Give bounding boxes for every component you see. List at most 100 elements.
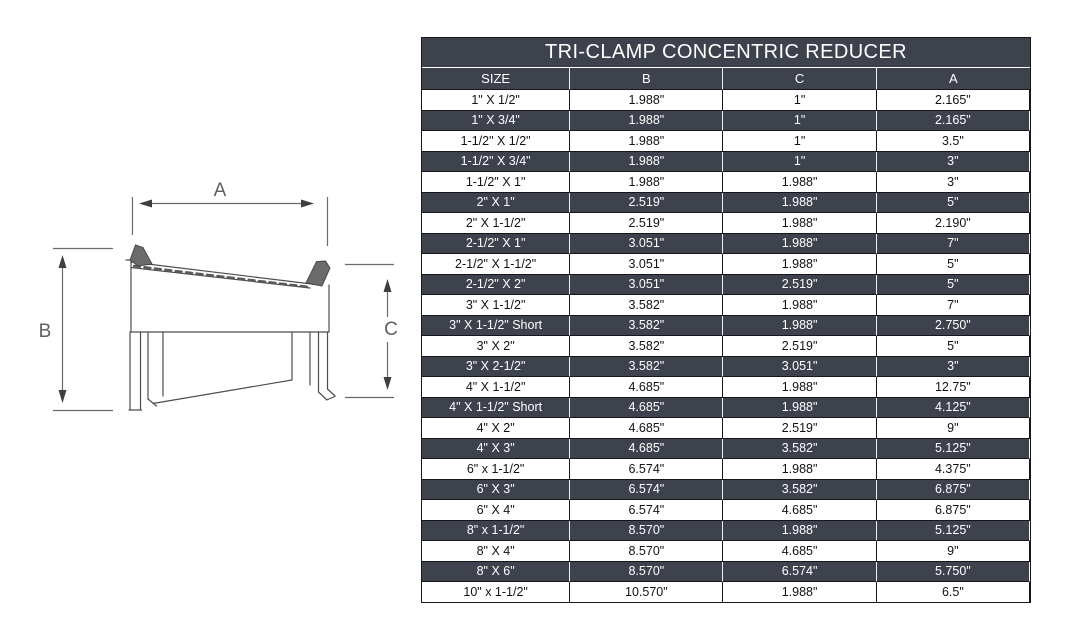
table-row: 8" X 4" 8.570" 4.685" 9" <box>422 541 1030 562</box>
table-cell-size: 4" X 2" <box>422 418 571 439</box>
dim-c-arrowhead-bottom <box>383 377 392 390</box>
table-cell-b: 3.582" <box>570 295 724 316</box>
table-cell-c: 2.519" <box>723 336 877 357</box>
table-cell-a: 5" <box>876 336 1030 357</box>
table-cell-a: 9" <box>876 541 1030 562</box>
table-cell-b: 8.570" <box>570 520 724 541</box>
table-cell-size: 2-1/2" X 2" <box>422 274 571 295</box>
table-cell-b: 10.570" <box>570 582 724 602</box>
table-cell-b: 3.582" <box>570 336 724 357</box>
table-row: 6" X 4" 6.574" 4.685" 6.875" <box>422 500 1030 521</box>
fitting-wall-hatch <box>132 264 311 289</box>
table-cell-size: 2" X 1-1/2" <box>422 213 571 234</box>
table-cell-a: 7" <box>876 295 1030 316</box>
fitting-outline <box>125 259 336 411</box>
table-cell-a: 2.165" <box>876 90 1030 111</box>
table-cell-b: 4.685" <box>570 377 724 398</box>
table-row: 2" X 1-1/2" 2.519" 1.988" 2.190" <box>422 213 1030 234</box>
table-cell-b: 1.988" <box>570 131 724 152</box>
table-cell-c: 1.988" <box>723 233 877 254</box>
dim-c-arrowhead-top <box>383 279 392 292</box>
column-header-b: B <box>570 68 724 90</box>
table-cell-a: 6.875" <box>876 479 1030 500</box>
table-cell-c: 1.988" <box>723 213 877 234</box>
table-cell-a: 2.190" <box>876 213 1030 234</box>
table-cell-c: 1.988" <box>723 254 877 275</box>
right-ferrule-flare-1 <box>317 391 328 401</box>
table-cell-a: 5" <box>876 274 1030 295</box>
table-cell-b: 6.574" <box>570 479 724 500</box>
table-cell-b: 3.051" <box>570 254 724 275</box>
table-cell-c: 2.519" <box>723 418 877 439</box>
table-cell-c: 3.582" <box>723 479 877 500</box>
table-row: 3" X 1-1/2" Short 3.582" 1.988" 2.750" <box>422 315 1030 336</box>
table-cell-b: 3.582" <box>570 315 724 336</box>
table-row: 1-1/2" X 3/4" 1.988" 1" 3" <box>422 151 1030 172</box>
table-cell-size: 1-1/2" X 1/2" <box>422 131 571 152</box>
table-cell-c: 1" <box>723 151 877 172</box>
table-cell-size: 8" X 6" <box>422 561 571 582</box>
table-row: 4" X 1-1/2" 4.685" 1.988" 12.75" <box>422 377 1030 398</box>
table-cell-size: 3" X 1-1/2" Short <box>422 315 571 336</box>
table-cell-size: 6" x 1-1/2" <box>422 459 571 480</box>
table-cell-b: 4.685" <box>570 438 724 459</box>
table-row: 6" x 1-1/2" 6.574" 1.988" 4.375" <box>422 459 1030 480</box>
table-cell-a: 3" <box>876 151 1030 172</box>
column-header-size: SIZE <box>422 68 571 90</box>
table-cell-c: 1.988" <box>723 397 877 418</box>
dimension-a <box>131 197 329 246</box>
table-cell-size: 1" X 3/4" <box>422 110 571 131</box>
table-cell-size: 4" X 1-1/2" <box>422 377 571 398</box>
table-cell-b: 8.570" <box>570 541 724 562</box>
table-row: 1" X 3/4" 1.988" 1" 2.165" <box>422 110 1030 131</box>
table-cell-b: 6.574" <box>570 500 724 521</box>
dim-a-arrowhead-right <box>301 199 314 208</box>
table-cell-b: 2.519" <box>570 213 724 234</box>
title-row: TRI-CLAMP CONCENTRIC REDUCER <box>422 38 1030 68</box>
table-row: 2-1/2" X 1-1/2" 3.051" 1.988" 5" <box>422 254 1030 275</box>
table-cell-c: 1.988" <box>723 520 877 541</box>
left-flange-tab <box>129 244 153 267</box>
table-row: 10" x 1-1/2" 10.570" 1.988" 6.5" <box>422 582 1030 602</box>
table-row: 2" X 1" 2.519" 1.988" 5" <box>422 192 1030 213</box>
table-cell-size: 3" X 2-1/2" <box>422 356 571 377</box>
table-cell-size: 6" X 3" <box>422 479 571 500</box>
column-header-c: C <box>723 68 877 90</box>
column-header-a: A <box>876 68 1030 90</box>
table-cell-b: 1.988" <box>570 172 724 193</box>
table-title: TRI-CLAMP CONCENTRIC REDUCER <box>422 38 1030 68</box>
table-row: 4" X 3" 4.685" 3.582" 5.125" <box>422 438 1030 459</box>
table-cell-c: 3.582" <box>723 438 877 459</box>
table-cell-size: 2-1/2" X 1" <box>422 233 571 254</box>
dimension-c <box>345 263 394 399</box>
table-cell-b: 8.570" <box>570 561 724 582</box>
table-cell-c: 1.988" <box>723 582 877 602</box>
table-cell-c: 1" <box>723 110 877 131</box>
table-row: 1-1/2" X 1/2" 1.988" 1" 3.5" <box>422 131 1030 152</box>
cone-bottom-edge <box>152 379 293 405</box>
table-cell-size: 8" X 4" <box>422 541 571 562</box>
table-row: 3" X 2-1/2" 3.582" 3.051" 3" <box>422 356 1030 377</box>
table-cell-b: 6.574" <box>570 459 724 480</box>
table-cell-b: 2.519" <box>570 192 724 213</box>
table-cell-a: 3" <box>876 356 1030 377</box>
table-cell-a: 4.375" <box>876 459 1030 480</box>
table-cell-a: 3.5" <box>876 131 1030 152</box>
table-row: 3" X 2" 3.582" 2.519" 5" <box>422 336 1030 357</box>
dim-a-arrowhead-left <box>139 199 152 208</box>
table-cell-a: 9" <box>876 418 1030 439</box>
table-cell-c: 1" <box>723 90 877 111</box>
table-cell-b: 4.685" <box>570 418 724 439</box>
table-row: 2-1/2" X 2" 3.051" 2.519" 5" <box>422 274 1030 295</box>
table-cell-b: 1.988" <box>570 110 724 131</box>
table-cell-size: 3" X 1-1/2" <box>422 295 571 316</box>
reducer-technical-drawing: A B C <box>39 180 398 412</box>
table-cell-a: 5" <box>876 254 1030 275</box>
table-cell-a: 2.165" <box>876 110 1030 131</box>
table-row: 3" X 1-1/2" 3.582" 1.988" 7" <box>422 295 1030 316</box>
dimension-b <box>53 247 113 412</box>
table-cell-size: 4" X 1-1/2" Short <box>422 397 571 418</box>
left-ferrule-flare <box>147 398 158 407</box>
table-cell-b: 4.685" <box>570 397 724 418</box>
table-cell-b: 3.051" <box>570 233 724 254</box>
